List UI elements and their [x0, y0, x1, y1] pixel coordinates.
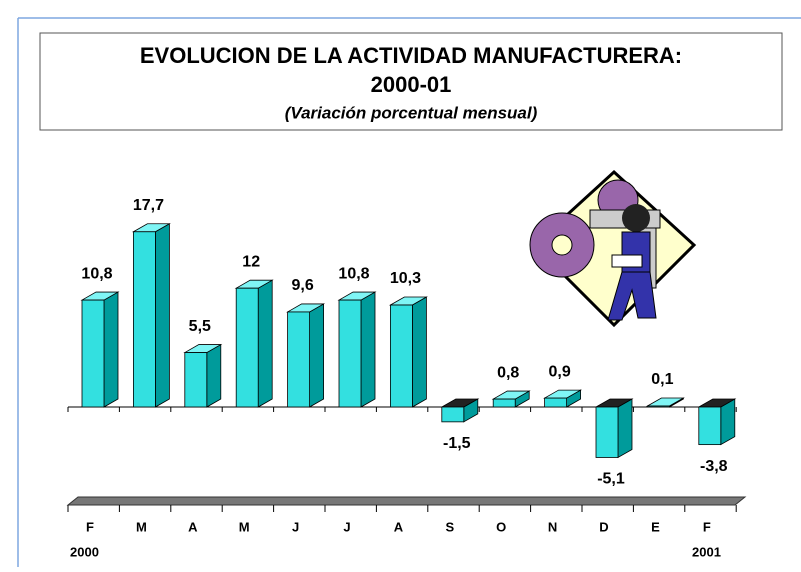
bar-side [617, 398, 633, 459]
value-label: 10,8 [338, 265, 369, 282]
value-label: 10,8 [81, 265, 112, 282]
bar [647, 405, 670, 408]
bar [235, 287, 259, 408]
bar [338, 299, 362, 408]
chart-title: EVOLUCION DE LA ACTIVIDAD MANUFACTURERA: [140, 43, 682, 68]
value-label: -1,5 [443, 435, 471, 452]
value-label: 0,9 [548, 363, 570, 380]
bar-side [309, 303, 325, 408]
value-label: 5,5 [189, 318, 211, 335]
x-tick-label: S [445, 519, 454, 534]
chart-title-line2: 2000-01 [371, 72, 452, 97]
x-tick-label: F [86, 519, 94, 534]
bar [287, 311, 311, 408]
chart-subtitle: (Variación porcentual mensual) [285, 103, 538, 122]
value-label: 12 [242, 253, 260, 270]
year-label: 2000 [70, 544, 99, 559]
value-label: -3,8 [700, 458, 728, 475]
value-label: 9,6 [291, 277, 313, 294]
value-label: 17,7 [133, 197, 164, 214]
x-tick-label: E [651, 519, 660, 534]
year-label: 2001 [692, 544, 721, 559]
bar-side [206, 343, 222, 408]
floor [66, 496, 747, 506]
x-tick-label: M [136, 519, 147, 534]
bar-side [103, 291, 119, 408]
x-tick-label: A [188, 519, 198, 534]
value-label: 0,8 [497, 364, 519, 381]
x-tick-label: F [703, 519, 711, 534]
bar [492, 398, 516, 408]
bar [132, 231, 156, 408]
bar [698, 406, 722, 446]
bar [441, 406, 465, 423]
value-label: 10,3 [390, 270, 421, 287]
bar-side [360, 291, 376, 408]
x-tick-label: N [548, 519, 557, 534]
value-label: 0,1 [651, 371, 673, 388]
x-tick-label: A [394, 519, 404, 534]
bar-side [257, 279, 273, 408]
bar [595, 406, 619, 458]
x-tick-label: J [292, 519, 299, 534]
bar [544, 397, 567, 408]
bar [184, 352, 208, 408]
x-tick-label: J [343, 519, 350, 534]
x-tick-label: D [599, 519, 608, 534]
bar-side [411, 296, 427, 408]
bar [389, 304, 413, 408]
x-tick-label: O [496, 519, 506, 534]
clip-art [529, 169, 697, 328]
x-tick-label: M [239, 519, 250, 534]
bar-side [154, 223, 170, 408]
value-label: -5,1 [597, 471, 625, 488]
title-box [39, 32, 783, 131]
bar [81, 299, 105, 408]
